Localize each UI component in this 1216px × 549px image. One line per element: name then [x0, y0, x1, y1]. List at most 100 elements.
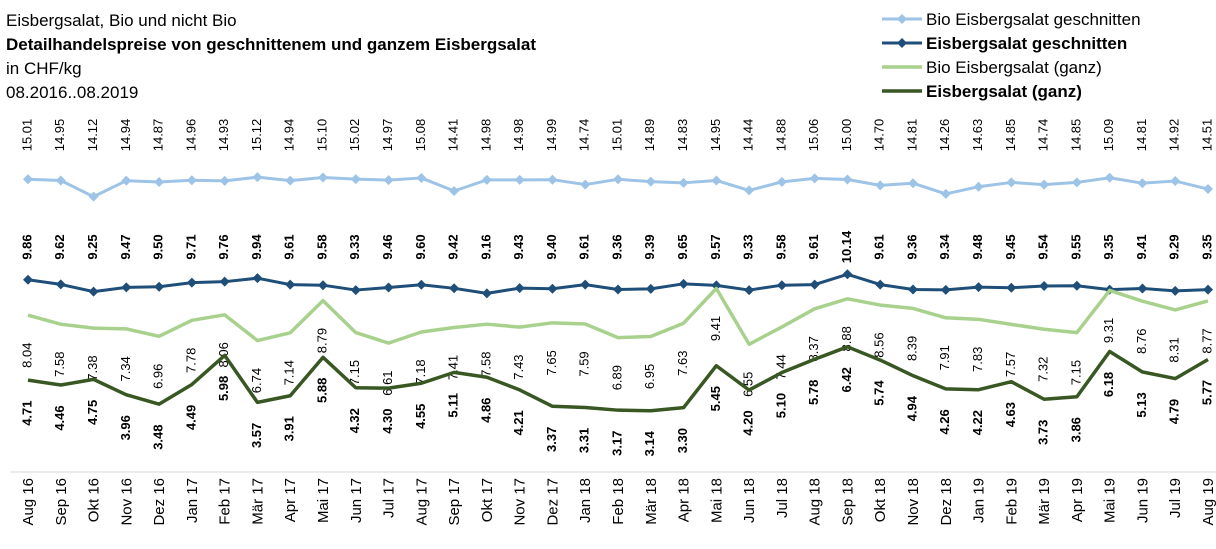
data-label: 6.96: [151, 364, 166, 389]
marker: [711, 280, 722, 291]
data-label: 14.12: [85, 119, 100, 152]
marker: [154, 177, 165, 188]
marker: [318, 280, 328, 291]
data-label: 14.87: [151, 119, 166, 152]
data-label: 9.62: [52, 234, 67, 259]
data-label: 5.11: [446, 393, 461, 418]
marker: [416, 172, 427, 183]
data-label: 4.86: [478, 398, 493, 423]
data-label: 8.76: [1134, 329, 1149, 354]
marker: [219, 175, 230, 186]
data-label: 9.29: [1167, 234, 1182, 259]
data-label: 9.50: [151, 234, 166, 259]
x-tick-label: Okt 16: [86, 478, 103, 522]
data-label: 14.41: [446, 119, 461, 152]
series-line: [27, 286, 1209, 347]
x-tick-label: Nov 17: [512, 478, 529, 526]
marker: [1137, 283, 1148, 294]
data-label: 15.01: [609, 119, 624, 152]
data-label: 9.60: [413, 234, 428, 259]
x-tick-label: Feb 18: [610, 478, 627, 525]
marker: [252, 172, 263, 183]
data-label: 7.32: [1036, 357, 1051, 382]
marker: [613, 174, 623, 185]
data-label: 9.33: [741, 234, 756, 259]
marker: [842, 269, 853, 280]
series-line: [27, 345, 1209, 413]
data-label: 9.61: [282, 234, 297, 259]
data-label: 7.58: [52, 352, 67, 377]
legend-label: Bio Eisbergsalat (ganz): [926, 58, 1102, 77]
marker: [580, 279, 591, 290]
data-label: 14.95: [708, 119, 723, 152]
data-label: 5.13: [1134, 392, 1149, 417]
data-label: 14.88: [773, 119, 788, 152]
data-label: 9.57: [708, 234, 723, 259]
chart-subtitle: Eisbergsalat, Bio und nicht Bio: [6, 11, 237, 30]
data-label: 9.36: [904, 234, 919, 259]
marker: [973, 181, 984, 192]
marker: [875, 279, 886, 290]
data-label: 8.88: [839, 326, 854, 351]
data-label: 7.83: [970, 347, 985, 372]
marker: [776, 280, 787, 291]
data-label: 9.86: [19, 234, 34, 259]
data-label: 5.78: [806, 380, 821, 405]
marker: [1203, 184, 1213, 195]
data-label: 7.78: [183, 348, 198, 373]
marker: [613, 284, 623, 295]
data-label: 14.94: [118, 119, 133, 152]
data-label: 7.59: [577, 351, 592, 376]
marker: [1170, 285, 1181, 296]
data-label: 6.89: [609, 365, 624, 390]
x-tick-label: Mär 17: [249, 478, 266, 525]
x-tick-label: Okt 17: [479, 478, 496, 522]
marker: [383, 282, 394, 293]
data-label: 14.95: [52, 119, 67, 152]
data-label: 9.76: [216, 234, 231, 259]
data-label: 3.14: [642, 430, 657, 456]
x-tick-label: Dez 16: [151, 478, 168, 526]
data-label: 9.40: [544, 234, 559, 259]
x-tick-label: Jun 18: [741, 478, 758, 523]
marker: [875, 180, 886, 191]
x-tick-label: Nov 16: [118, 478, 135, 526]
marker: [776, 176, 787, 187]
marker: [55, 175, 66, 186]
data-label: 7.41: [446, 355, 461, 380]
x-tick-label: Dez 17: [544, 478, 561, 526]
x-tick-label: Jun 17: [348, 478, 365, 523]
data-label: 15.08: [413, 119, 428, 152]
data-label: 6.95: [642, 364, 657, 389]
data-label: 6.42: [839, 367, 854, 392]
x-tick-label: Mär 19: [1036, 478, 1053, 525]
marker: [1104, 172, 1115, 183]
data-label: 4.46: [52, 405, 67, 430]
legend-label: Eisbergsalat (ganz): [926, 82, 1082, 101]
data-label: 9.94: [249, 234, 264, 260]
marker: [383, 175, 394, 186]
data-label: 8.39: [904, 336, 919, 361]
data-label: 3.48: [151, 424, 166, 449]
marker: [23, 174, 33, 185]
data-label: 14.96: [183, 119, 198, 152]
marker: [744, 285, 755, 296]
x-tick-label: Jul 19: [1167, 478, 1184, 518]
data-label: 7.65: [544, 350, 559, 375]
data-label: 7.91: [937, 345, 952, 370]
data-label: 3.30: [675, 428, 690, 453]
unit-label: in CHF/kg: [6, 59, 82, 78]
data-label: 15.01: [19, 119, 34, 152]
data-label: 10.14: [839, 230, 854, 263]
data-label: 15.02: [347, 119, 362, 152]
chart-title: Detailhandelspreise von geschnittenem un…: [6, 35, 536, 54]
marker: [678, 177, 689, 188]
marker: [481, 288, 492, 299]
data-label: 5.77: [1199, 380, 1214, 405]
data-label: 3.73: [1036, 420, 1051, 445]
marker: [908, 178, 918, 189]
x-tick-label: Okt 18: [872, 478, 889, 522]
x-tick-label: Jun 19: [1134, 478, 1151, 523]
data-label: 3.91: [282, 416, 297, 441]
